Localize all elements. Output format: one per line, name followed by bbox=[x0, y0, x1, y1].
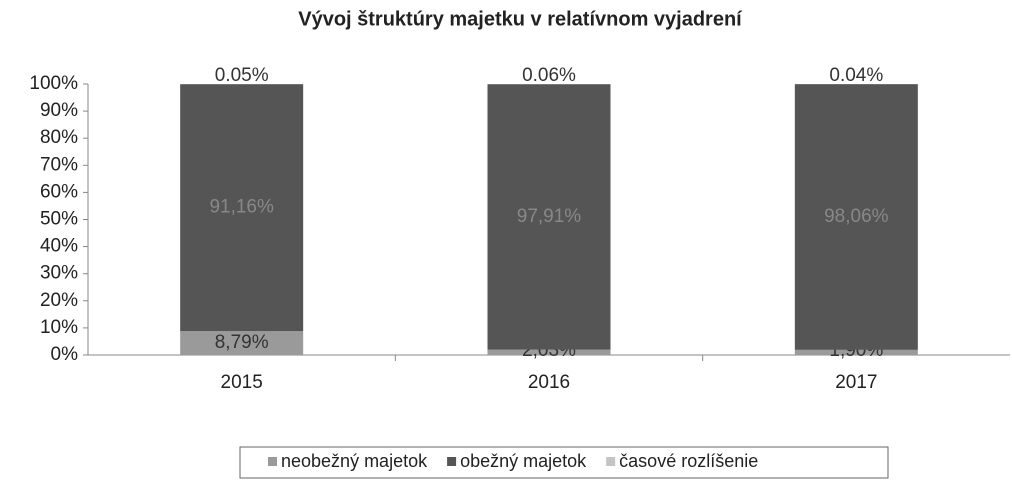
legend-swatch bbox=[268, 457, 277, 466]
y-tick-label: 100% bbox=[29, 73, 78, 94]
data-label: 8,79% bbox=[215, 332, 269, 353]
legend-label: neobežný majetok bbox=[281, 451, 428, 471]
y-tick-label: 10% bbox=[40, 317, 78, 338]
y-tick-label: 80% bbox=[40, 127, 78, 148]
x-tick-label: 2017 bbox=[835, 372, 877, 393]
data-label: 97,91% bbox=[517, 206, 582, 227]
data-label: 0.06% bbox=[522, 65, 576, 86]
y-tick-label: 90% bbox=[40, 100, 78, 121]
data-label: 98,06% bbox=[824, 206, 889, 227]
y-tick-label: 40% bbox=[40, 236, 78, 257]
y-tick-label: 30% bbox=[40, 263, 78, 284]
y-tick-label: 60% bbox=[40, 181, 78, 202]
data-label: 91,16% bbox=[209, 197, 274, 218]
legend-swatch bbox=[606, 457, 615, 466]
data-label: 0.04% bbox=[829, 65, 883, 86]
y-tick-label: 0% bbox=[51, 344, 79, 365]
legend-label: obežný majetok bbox=[460, 451, 587, 471]
legend-label: časové rozlíšenie bbox=[619, 451, 758, 471]
data-label: 0.05% bbox=[215, 65, 269, 86]
y-tick-label: 20% bbox=[40, 290, 78, 311]
y-tick-label: 70% bbox=[40, 154, 78, 175]
x-tick-label: 2015 bbox=[221, 372, 263, 393]
x-tick-label: 2016 bbox=[528, 372, 570, 393]
chart-title: Vývoj štruktúry majetku v relatívnom vyj… bbox=[298, 8, 743, 30]
y-tick-label: 50% bbox=[40, 209, 78, 230]
legend-swatch bbox=[447, 457, 456, 466]
